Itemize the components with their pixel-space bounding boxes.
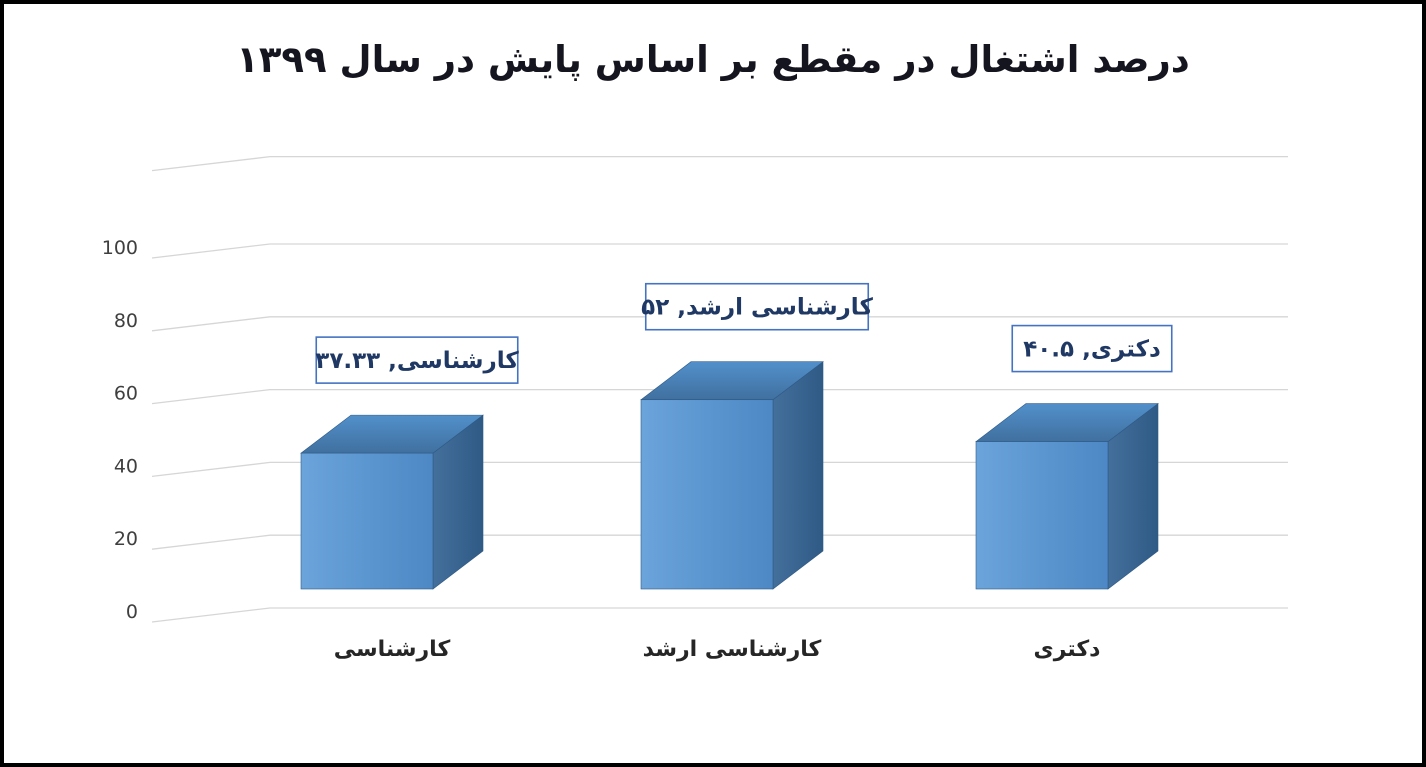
y-tick-label: 80 <box>114 310 138 332</box>
data-label: کارشناسی ارشد, ۵۲ <box>641 295 873 321</box>
gridline <box>151 534 1288 550</box>
gridline <box>151 461 1288 478</box>
y-tick-label: 20 <box>114 528 138 550</box>
bar-side-face <box>772 361 824 590</box>
y-tick-label: 60 <box>114 383 138 405</box>
bar <box>300 452 434 590</box>
data-label-box <box>1011 324 1173 373</box>
y-tick-label: 100 <box>102 237 138 259</box>
data-label-box <box>644 282 870 331</box>
y-tick-label: 40 <box>114 455 138 477</box>
bar <box>640 399 774 590</box>
bar <box>975 441 1109 590</box>
gridline <box>151 316 1288 332</box>
gridline <box>151 243 1288 259</box>
bar-chart-canvas: 0 20 40 60 80 100 کارشناسی, ۳۷.۳۳ کارشناسی کارشن… <box>102 155 1288 662</box>
data-label: کارشناسی, ۳۷.۳۳ <box>315 348 519 374</box>
category-label: دکتری <box>1034 637 1101 662</box>
wall-top-edge <box>151 155 1288 172</box>
gridline <box>151 388 1288 405</box>
y-tick-label: 0 <box>126 601 138 623</box>
category-label: کارشناسی ارشد <box>643 637 822 662</box>
chart-title: درصد اشتغال در مقطع بر اساس پایش در سال … <box>236 38 1190 81</box>
data-label: دکتری, ۴۰.۵ <box>1023 337 1161 363</box>
category-label: کارشناسی <box>334 637 451 662</box>
gridline <box>151 607 1288 623</box>
data-label-box <box>315 336 519 384</box>
